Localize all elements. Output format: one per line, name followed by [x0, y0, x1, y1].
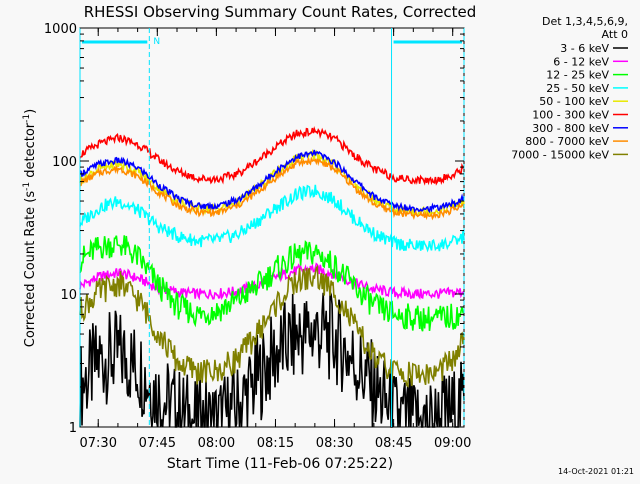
x-axis-label: Start Time (11-Feb-06 07:25:22): [167, 456, 393, 472]
y-tick-label-2: 100: [52, 155, 77, 170]
series-line-8: [79, 264, 465, 388]
legend-label-5: 100 - 300 keV: [532, 109, 609, 122]
series-line-5: [79, 125, 465, 186]
y-tick-label-0: 1: [69, 421, 77, 436]
orbit-markers: N: [79, 28, 465, 427]
series-line-3: [79, 184, 465, 253]
legend-label-2: 12 - 25 keV: [546, 69, 609, 82]
series-group: [79, 125, 465, 428]
legend-header-line2: Att 0: [602, 28, 628, 41]
y-axis-label-sup2: -1: [22, 114, 32, 123]
series-line-6: [79, 149, 465, 214]
legend-label-4: 50 - 100 keV: [539, 95, 609, 108]
x-tick-label-2: 08:00: [198, 436, 235, 451]
x-tick-label-6: 09:00: [434, 436, 471, 451]
series-line-2: [79, 235, 465, 332]
y-axis-label-part3: ): [23, 109, 38, 114]
y-tick-label-3: 1000: [44, 22, 77, 37]
generation-timestamp: 14-Oct-2021 01:21: [558, 467, 634, 476]
series-line-0: [79, 291, 465, 428]
x-tick-label-0: 07:30: [80, 436, 117, 451]
y-axis-label-part2: detector: [23, 122, 38, 182]
legend-label-1: 6 - 12 keV: [553, 55, 609, 68]
legend-label-0: 3 - 6 keV: [560, 42, 609, 55]
y-axis-label-part1: Corrected Count Rate (s: [23, 191, 38, 348]
x-tick-label-4: 08:30: [316, 436, 353, 451]
legend-label-8: 7000 - 15000 keV: [511, 148, 609, 161]
y-tick-label-1: 10: [60, 288, 77, 303]
legend-label-3: 25 - 50 keV: [546, 82, 609, 95]
axes: 07:30 07:45 08:00 08:15 08:30 08:45 09:00 1 10 10…: [44, 22, 472, 451]
legend-header-line1: Det 1,3,4,5,6,9,: [542, 15, 628, 28]
series-line-7: [79, 156, 465, 221]
chart-title: RHESSI Observing Summary Count Rates, Co…: [84, 3, 477, 21]
y-axis-label-sup1: -1: [22, 182, 32, 191]
night-marker-label: N: [153, 37, 160, 47]
legend-label-7: 800 - 7000 keV: [525, 135, 609, 148]
x-tick-label-3: 08:15: [257, 436, 294, 451]
x-tick-label-5: 08:45: [375, 436, 412, 451]
y-axis-label: Corrected Count Rate (s-1 detector-1): [22, 109, 38, 347]
x-tick-label-1: 07:45: [139, 436, 176, 451]
legend-label-6: 300 - 800 keV: [532, 122, 609, 135]
